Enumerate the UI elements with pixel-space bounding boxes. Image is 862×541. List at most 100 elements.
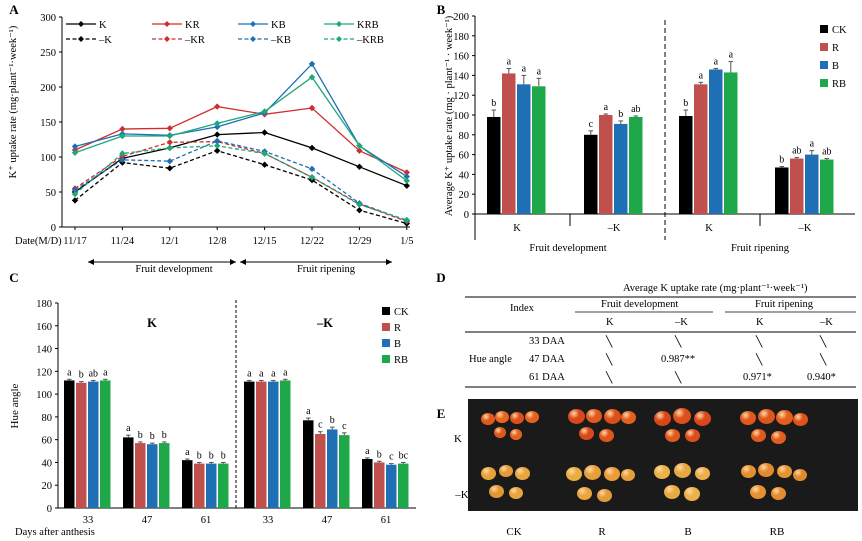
b-bar-CK bbox=[679, 115, 693, 214]
tomato-fruit bbox=[621, 469, 635, 482]
c-bar-B bbox=[327, 429, 338, 508]
tomato-fruit bbox=[620, 411, 636, 425]
a-legend-marker bbox=[164, 36, 170, 42]
c-y-tick-label: 60 bbox=[42, 436, 53, 447]
tomato-fruit bbox=[694, 467, 710, 481]
table-cell: ╲ bbox=[820, 355, 827, 366]
b-group-label: K bbox=[513, 223, 521, 234]
tomato-fruit bbox=[673, 408, 691, 424]
a-point bbox=[214, 103, 221, 110]
a-legend-label: –KB bbox=[270, 35, 291, 46]
a-series-line-K bbox=[74, 131, 408, 193]
b-y-tick-label: 200 bbox=[453, 12, 469, 23]
c-legend-label: B bbox=[394, 339, 401, 350]
tomato-fruit bbox=[566, 467, 582, 482]
c-sig-letter: b bbox=[330, 415, 335, 426]
a-point bbox=[214, 142, 221, 149]
c-bar-RB bbox=[280, 380, 291, 508]
tomato-fruit bbox=[740, 465, 756, 479]
c-sig-letter: ab bbox=[89, 368, 98, 379]
c-sig-letter: b bbox=[197, 450, 202, 461]
c-bar-R bbox=[374, 462, 385, 508]
c-sig-letter: b bbox=[221, 450, 226, 461]
tomato-fruit bbox=[757, 409, 775, 424]
b-group-label: –K bbox=[607, 223, 621, 234]
c-bar-CK bbox=[303, 420, 314, 508]
b-y-tick-label: 180 bbox=[453, 32, 469, 43]
c-bar-R bbox=[76, 382, 87, 508]
b-bar-CK bbox=[584, 134, 598, 214]
b-sig-letter: a bbox=[507, 56, 512, 67]
a-point bbox=[119, 156, 126, 163]
table-sub-nk2: –K bbox=[820, 317, 833, 328]
b-sig-letter: ab bbox=[631, 104, 640, 115]
a-y-tick-label: 250 bbox=[40, 48, 56, 59]
c-group-label: 47 bbox=[322, 515, 333, 526]
table-cell: 0.987** bbox=[661, 354, 696, 365]
c-bar-CK bbox=[362, 459, 373, 508]
table-cell: 0.940* bbox=[807, 372, 836, 383]
table-title: Average K uptake rate (mg·plant⁻¹·week⁻¹… bbox=[623, 283, 808, 294]
e-col-label: CK bbox=[506, 526, 521, 538]
b-stage-label: Fruit development bbox=[529, 243, 606, 254]
panel-label-D: D bbox=[436, 270, 445, 285]
b-bar-CK bbox=[487, 116, 501, 214]
a-series-line-–KB bbox=[74, 140, 408, 222]
b-legend-swatch bbox=[820, 61, 828, 69]
b-bar-B bbox=[709, 69, 723, 215]
a-legend-marker bbox=[164, 21, 170, 27]
table-cell: ╲ bbox=[756, 355, 763, 366]
a-point bbox=[71, 197, 79, 204]
a-y-tick-label: 200 bbox=[40, 83, 56, 94]
tomato-fruit bbox=[758, 463, 774, 478]
a-point bbox=[261, 108, 268, 115]
a-point bbox=[308, 104, 316, 112]
b-legend-label: RB bbox=[832, 79, 846, 90]
table-cell: 0.971* bbox=[743, 372, 772, 383]
b-sig-letter: a bbox=[537, 66, 542, 77]
a-x-tick-label: 12/1 bbox=[160, 236, 179, 247]
e-col-label: B bbox=[684, 526, 691, 538]
tomato-fruit bbox=[793, 469, 807, 482]
c-sig-letter: a bbox=[247, 368, 252, 379]
c-bar-B bbox=[268, 381, 279, 508]
c-bar-B bbox=[147, 444, 158, 508]
b-sig-letter: b bbox=[779, 154, 784, 165]
tomato-fruit bbox=[576, 487, 592, 501]
a-point bbox=[214, 120, 221, 127]
c-sig-letter: b bbox=[138, 430, 143, 441]
b-sig-letter: b bbox=[491, 98, 496, 109]
a-series-line-KR bbox=[74, 105, 408, 173]
a-x-tick-label: 11/24 bbox=[111, 236, 135, 247]
table-lines bbox=[465, 296, 856, 388]
a-legend-marker bbox=[336, 36, 342, 42]
c-y-tick-label: 80 bbox=[42, 413, 53, 424]
a-point bbox=[166, 144, 173, 152]
c-sig-letter: b bbox=[79, 370, 84, 381]
c-bar-R bbox=[315, 433, 326, 508]
tomato-fruit bbox=[509, 487, 523, 500]
a-y-tick-label: 100 bbox=[40, 153, 56, 164]
a-legend-label: KRB bbox=[357, 20, 379, 31]
tomato-photo-grid bbox=[468, 399, 858, 511]
a-x-tick-label: 12/8 bbox=[208, 236, 227, 247]
panel-label-C: C bbox=[9, 270, 18, 285]
a-point bbox=[308, 74, 316, 81]
a-y-axis-title: K⁺ uptake rate (mg·plant⁻¹·week⁻¹) bbox=[8, 25, 19, 178]
correlation-table: Average K uptake rate (mg·plant⁻¹·week⁻¹… bbox=[463, 281, 858, 394]
table-row-label: 61 DAA bbox=[529, 372, 565, 383]
table-cell: ╲ bbox=[606, 337, 613, 348]
table-row-label: 33 DAA bbox=[529, 336, 565, 347]
tomato-fruit bbox=[499, 465, 513, 478]
b-legend-swatch bbox=[820, 25, 828, 33]
a-x-axis-title: Date(M/D) bbox=[15, 236, 62, 247]
c-y-tick-label: 120 bbox=[36, 367, 52, 378]
c-sig-letter: a bbox=[67, 367, 72, 378]
a-legend-label: –KRB bbox=[356, 35, 384, 46]
c-bar-RB bbox=[398, 463, 409, 508]
a-arrowhead bbox=[386, 259, 392, 265]
c-y-tick-label: 180 bbox=[36, 299, 52, 310]
tomato-fruit bbox=[664, 485, 680, 500]
panel-label-B: B bbox=[437, 2, 446, 17]
